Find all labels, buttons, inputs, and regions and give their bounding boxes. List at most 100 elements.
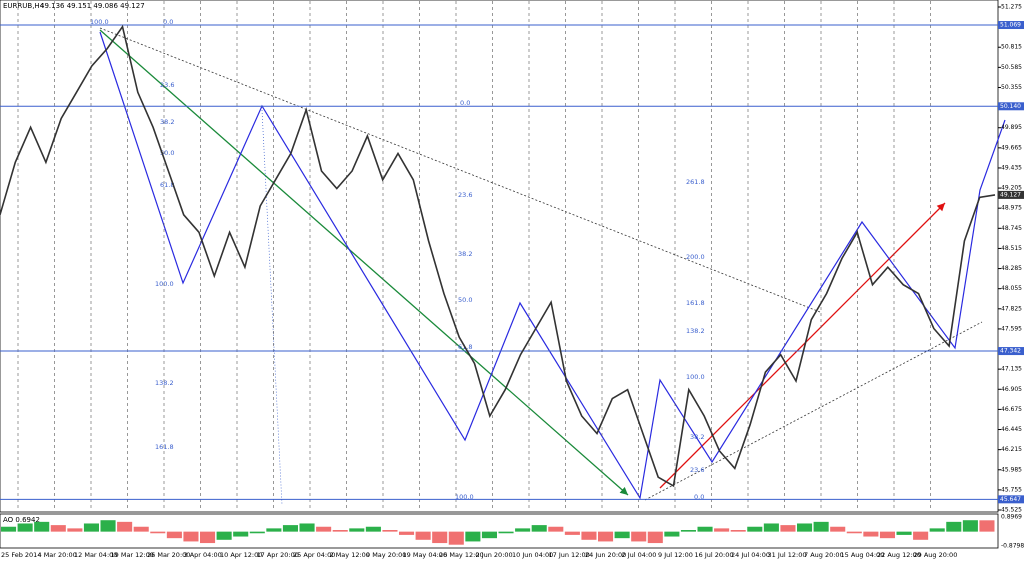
fib-label: 50.0 (458, 296, 472, 304)
price-label: 50.355 (1001, 84, 1022, 91)
fib-label: 100.0 (155, 280, 174, 288)
time-label: 25 Feb 2014 (1, 551, 41, 559)
fib-label: 23.6 (690, 466, 704, 474)
ao-bar (879, 531, 895, 539)
level-label: 47.342 (1000, 348, 1021, 355)
time-label: 4 Mar 20:00 (38, 551, 77, 559)
level-box (998, 21, 1024, 30)
fib-label: 138.2 (155, 379, 174, 387)
time-label: 10 Apr 12:00 (220, 551, 262, 559)
ao-bar (846, 531, 862, 534)
price-label: 51.275 (1001, 4, 1022, 11)
ao-bar (664, 531, 680, 537)
time-label: 3 Apr 04:00 (184, 551, 222, 559)
time-label: 24 Jul 04:00 (731, 551, 770, 559)
price-label: 48.515 (1001, 245, 1022, 252)
ao-tick-label: -0.8798 (1001, 543, 1024, 550)
time-label: 26 Mar 20:00 (147, 551, 190, 559)
level-label: 50.140 (1000, 103, 1021, 110)
time-label: 17 Jun 12:00 (549, 551, 590, 559)
ao-bar (531, 525, 547, 532)
time-label: 22 Aug 12:00 (877, 551, 921, 559)
ao-bar (813, 521, 829, 532)
ao-bar (216, 531, 232, 540)
price-label: 48.285 (1001, 265, 1022, 272)
time-label: 25 Apr 04:00 (293, 551, 335, 559)
ao-bar (382, 530, 398, 532)
trend-arrow (99, 29, 629, 496)
fib-label: 261.8 (686, 178, 705, 186)
ao-bar (498, 531, 514, 534)
ao-bar (200, 531, 216, 544)
ao-bar (365, 526, 381, 532)
ao-bar (399, 531, 415, 535)
fib-label: 23.6 (458, 191, 472, 199)
ao-label: AO 0.6942 (3, 516, 40, 524)
ao-bar (797, 523, 813, 532)
ao-tick-label: 0.8969 (1001, 514, 1022, 521)
time-label: 31 Jul 12:00 (768, 551, 807, 559)
fib-label: 0.0 (694, 493, 704, 501)
ao-bar (100, 520, 116, 532)
price-label: 46.675 (1001, 406, 1022, 413)
ao-bar (233, 531, 249, 537)
time-label: 7 Aug 20:00 (804, 551, 844, 559)
ao-bar (946, 521, 962, 532)
fib-label: 161.8 (155, 443, 174, 451)
trendline (644, 321, 983, 501)
fib-label: 61.8 (160, 181, 174, 189)
time-label: 17 Apr 20:00 (257, 551, 299, 559)
ao-bar (415, 531, 431, 540)
ao-bar (83, 523, 99, 532)
ao-bar (432, 531, 448, 544)
fib-label: 100.0 (455, 493, 474, 501)
time-label: 19 Mar 12:00 (111, 551, 154, 559)
price-label: 49.895 (1001, 124, 1022, 131)
ao-bar (266, 528, 282, 532)
wave-path (99, 31, 1006, 500)
price-label: 50.585 (1001, 64, 1022, 71)
time-label: 19 May 04:00 (403, 551, 448, 559)
price-label: 49.665 (1001, 144, 1022, 151)
ao-bar (614, 531, 630, 539)
time-label: 2 Jul 04:00 (622, 551, 657, 559)
ao-bar (332, 530, 348, 532)
ao-bar (747, 526, 763, 532)
time-label: 9 May 20:00 (366, 551, 406, 559)
ao-bar (448, 531, 464, 545)
time-label: 2 May 12:00 (330, 551, 370, 559)
time-label: 15 Aug 04:00 (841, 551, 885, 559)
price-label: 48.975 (1001, 205, 1022, 212)
time-label: 2 Jun 20:00 (476, 551, 513, 559)
ao-bar (133, 526, 149, 532)
price-label: 45.755 (1001, 486, 1022, 493)
fib-label: 0.0 (163, 18, 173, 26)
ao-bar (763, 523, 779, 532)
ao-bar (896, 531, 912, 535)
price-label: 48.745 (1001, 225, 1022, 232)
fib-label: 38.2 (690, 433, 704, 441)
quote: 49.136 49.151 49.086 49.127 (40, 2, 145, 10)
ao-bar (249, 531, 265, 534)
ao-bar (515, 528, 531, 532)
fib-label: 0.0 (460, 99, 470, 107)
ao-pane (0, 513, 999, 549)
level-label: 51.069 (1000, 22, 1021, 29)
ao-bar (730, 530, 746, 532)
level-box (998, 102, 1024, 111)
price-line (0, 24, 996, 488)
price-label: 47.135 (1001, 366, 1022, 373)
symbol: EURRUB,H4 (3, 2, 45, 10)
ao-bar (647, 531, 663, 544)
ao-bar (962, 520, 978, 532)
time-label: 16 Jul 20:00 (695, 551, 734, 559)
ao-bar (299, 523, 315, 532)
fib-label: 23.6 (160, 81, 174, 89)
ao-bar (1, 526, 17, 532)
time-label: 10 Jun 04:00 (512, 551, 553, 559)
price-label: 49.435 (1001, 164, 1022, 171)
price-label: 46.445 (1001, 426, 1022, 433)
price-label: 50.815 (1001, 44, 1022, 51)
ao-bar (481, 531, 497, 539)
